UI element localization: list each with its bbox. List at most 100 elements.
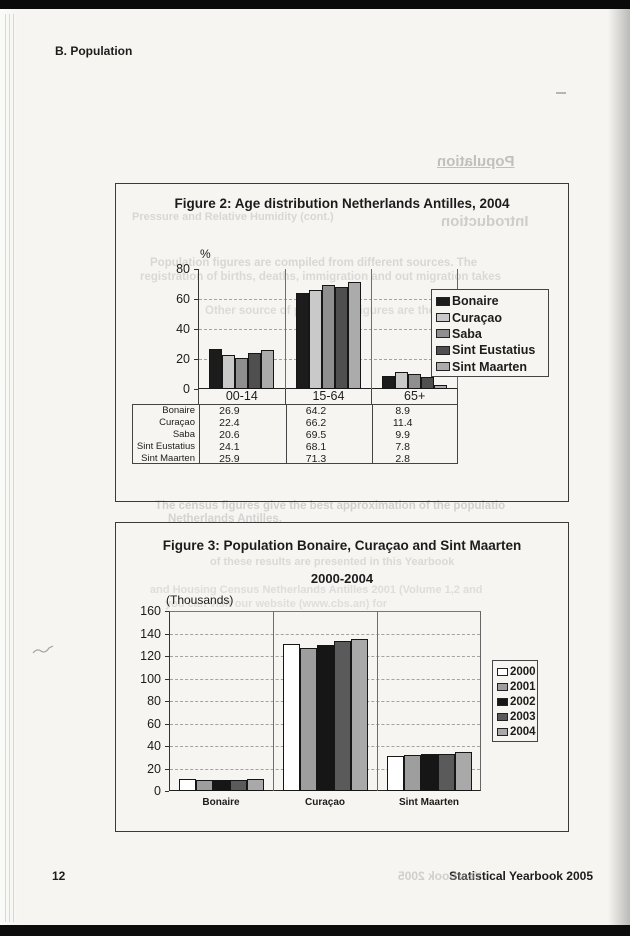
bar-2002-Bonaire — [212, 779, 230, 791]
legend-label: 2004 — [510, 726, 536, 739]
category-separator — [284, 269, 286, 389]
legend: 2000 2001 2002 2003 2004 — [492, 660, 538, 742]
y-tick-mark — [194, 329, 198, 330]
legend-entry: 2001 — [497, 679, 537, 694]
table-value: 9.9 — [395, 429, 410, 441]
y-tick-label: 100 — [140, 671, 161, 686]
y-tick-label: 20 — [147, 761, 161, 776]
legend-swatch-Bonaire — [436, 296, 450, 306]
legend-swatch-Sint Maarten — [436, 362, 450, 372]
bar-2004-Sint Maarten — [454, 751, 472, 791]
legend-entry: 2002 — [497, 694, 537, 709]
legend: Bonaire Curaçao Saba Sint Eustatius Sint Maa… — [431, 289, 549, 377]
legend-label: Sint Maarten — [452, 359, 528, 374]
table-value: 8.9 — [395, 405, 410, 417]
legend-entry: 2000 — [497, 664, 537, 679]
y-tick-mark — [165, 656, 169, 657]
stray-mark — [556, 92, 566, 94]
bar-2001-Curaçao — [299, 648, 317, 791]
table-value: 24.1 — [219, 441, 240, 453]
table-row-label: Sint Eustatius — [136, 441, 195, 452]
table-value: 22.4 — [219, 417, 240, 429]
table-value: 25.9 — [219, 453, 240, 465]
legend-entry: Curaçao — [436, 309, 548, 325]
bar-Sint Maarten-00-14 — [260, 350, 274, 389]
table-row-label: Sint Maarten — [141, 453, 195, 464]
y-tick-mark — [165, 768, 169, 770]
legend-label: Saba — [452, 326, 482, 341]
y-tick-mark — [194, 359, 198, 360]
bar-2000-Sint Maarten — [386, 756, 404, 791]
x-axis-label: Sint Maarten — [398, 797, 459, 808]
bar-Saba-00-14 — [234, 358, 248, 389]
table-row-label: Curaçao — [159, 417, 195, 428]
bar-Sint Eustatius-00-14 — [247, 352, 261, 389]
table-value: 20.6 — [219, 429, 240, 441]
table-column-line — [285, 405, 287, 463]
y-tick-label: 120 — [140, 649, 161, 663]
pen-mark — [32, 645, 54, 654]
table-row-label: Saba — [172, 429, 195, 440]
legend-swatch-2002 — [497, 697, 508, 706]
bar-2000-Curaçao — [282, 643, 300, 791]
bar-Sint Eustatius-65+ — [421, 377, 435, 389]
x-axis-label: Curaçao — [304, 797, 345, 808]
bar-Sint Maarten-65+ — [434, 384, 448, 389]
page-edge-line — [5, 14, 6, 922]
y-tick-mark — [165, 723, 169, 725]
footer-title: Statistical Yearbook 2005 — [449, 869, 593, 883]
bar-2001-Sint Maarten — [403, 755, 421, 791]
legend-label: 2002 — [510, 695, 536, 708]
y-tick-label: 80 — [147, 694, 161, 708]
table-value: 26.9 — [219, 405, 240, 417]
y-tick-label: 20 — [176, 352, 190, 366]
table-column-line — [372, 405, 374, 463]
category-separator — [371, 269, 373, 389]
x-axis-label: 00-14 — [198, 389, 285, 404]
y-tick-mark — [165, 611, 169, 612]
y-tick-mark — [165, 701, 169, 702]
legend-swatch-2001 — [497, 682, 508, 691]
bar-Bonaire-15-64 — [295, 292, 309, 389]
bar-Saba-65+ — [408, 374, 422, 389]
bar-Bonaire-65+ — [382, 375, 396, 389]
y-tick-label: 0 — [154, 784, 161, 798]
bar-2004-Curaçao — [350, 639, 368, 791]
scanner-bottom-strip — [0, 925, 630, 936]
table-row-label: Bonaire — [162, 405, 195, 416]
page-number: 12 — [52, 869, 66, 883]
figure-3-subtitle: 2000-2004 — [310, 571, 374, 586]
page-edge-line — [13, 14, 14, 922]
legend-swatch-2003 — [497, 713, 508, 722]
y-tick-label: 80 — [176, 262, 190, 276]
y-tick-mark — [194, 269, 198, 270]
bar-Curaçao-15-64 — [308, 289, 322, 389]
bar-2001-Bonaire — [195, 779, 213, 791]
data-table: Bonaire 26.9 64.2 8.9 Curaçao 22.4 66.2 11.4 Sab… — [132, 404, 458, 465]
figure-3-box: Figure 3: Population Bonaire, Curaçao an… — [115, 522, 569, 832]
y-tick-mark — [165, 678, 169, 680]
x-axis-label: Bonaire — [202, 797, 240, 808]
legend-swatch-Saba — [436, 329, 450, 339]
x-axis-label: 15-64 — [284, 389, 372, 404]
bar-Bonaire-00-14 — [208, 348, 222, 389]
legend-swatch-Curaçao — [436, 313, 450, 323]
bar-Sint Maarten-15-64 — [347, 282, 361, 389]
bar-Saba-15-64 — [321, 284, 335, 389]
legend-label: Curaçao — [452, 310, 503, 325]
legend-label: 2001 — [510, 680, 536, 693]
page-edge-line — [9, 14, 10, 922]
legend-label: 2003 — [510, 711, 536, 724]
bar-2002-Curaçao — [316, 644, 334, 791]
table-value: 2.8 — [395, 453, 410, 465]
category-separator — [377, 611, 378, 791]
legend-swatch-2000 — [497, 667, 508, 676]
table-value: 7.8 — [395, 441, 410, 453]
table-value: 66.2 — [305, 417, 327, 429]
table-column-line — [199, 405, 200, 463]
legend-label: 2000 — [510, 665, 536, 678]
y-tick-label: 40 — [176, 322, 190, 336]
y-tick-mark — [165, 746, 169, 747]
legend-swatch-Sint Eustatius — [436, 345, 450, 355]
